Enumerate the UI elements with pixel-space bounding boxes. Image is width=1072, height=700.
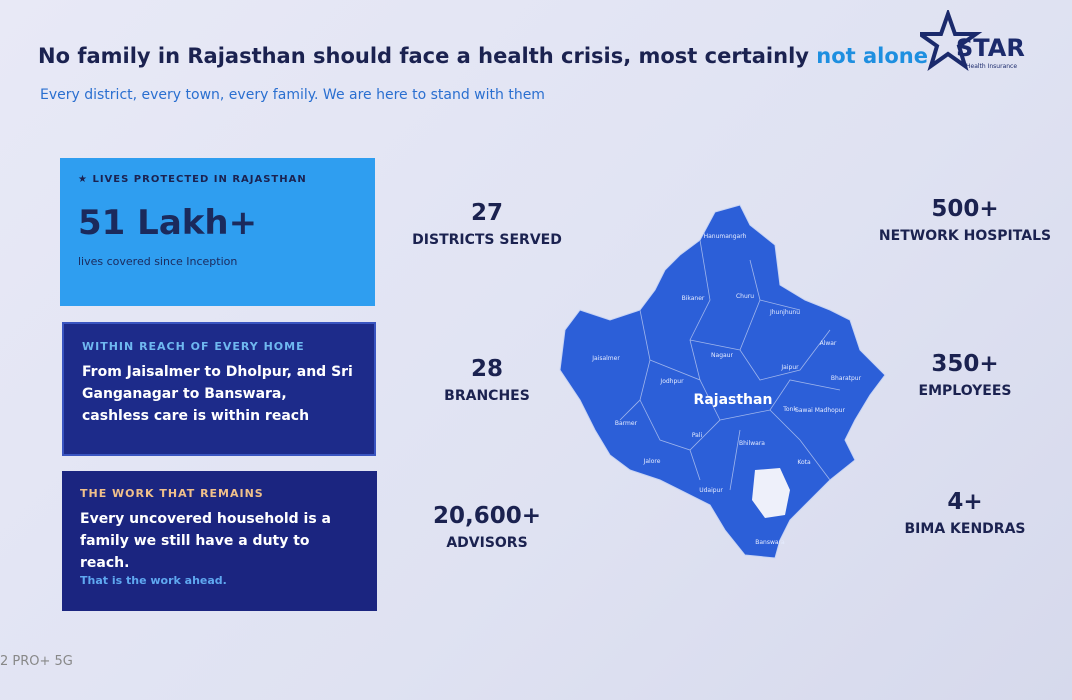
card-note: That is the work ahead. [80,574,227,587]
stat-label: BRANCHES [444,388,530,404]
stat-value: 20,600+ [432,503,542,529]
stat-label: DISTRICTS SERVED [412,232,562,248]
stat: 500+ NETWORK HOSPITALS [865,196,1065,244]
district-label: Nagaur [711,352,733,359]
stat: 4+ BIMA KENDRAS [865,489,1065,537]
watermark: 2 PRO+ 5G [0,654,73,669]
district-label: Jaisalmer [591,355,620,362]
logo-name: STAR [956,34,1025,62]
stat-label: BIMA KENDRAS [904,521,1026,537]
district-label: Jhunjhunu [769,309,800,316]
district-label: Barmer [615,420,638,427]
district-label: Banswara [755,539,785,546]
stat-label: ADVISORS [446,535,528,551]
logo: STAR Health Insurance [920,10,1025,71]
district-label: Hanumangarh [704,233,747,240]
stat-value: 500+ [931,196,999,222]
subtitle: Every district, every town, every family… [40,87,545,103]
card-label: WITHIN REACH OF EVERY HOME [82,340,305,353]
card-text: From Jaisalmer to Dholpur, and Sri Ganga… [82,364,353,424]
card-value: 51 Lakh+ [78,203,258,243]
district-label: Churu [736,293,754,300]
stat-value: 350+ [931,351,999,377]
district-lines [619,239,841,491]
stat: 27 DISTRICTS SERVED [387,200,587,248]
card-work: THE WORK THAT REMAINS Every uncovered ho… [62,471,377,611]
card-note: lives covered since Inception [78,255,238,268]
district-label: Udaipur [699,487,723,494]
map-shape [559,204,886,559]
card-text: Every uncovered household is a family we… [80,511,331,571]
logo-tagline: Health Insurance [966,63,1017,70]
stat: 28 BRANCHES [387,356,587,404]
district-label: Alwar [820,340,837,347]
title-text: No family in Rajasthan should face a hea… [38,44,809,68]
title: No family in Rajasthan should face a hea… [38,44,928,68]
logo-star [920,10,983,71]
title-highlight: not alone [816,44,928,68]
map-hole [752,468,790,518]
district-label: Jodhpur [659,378,684,385]
district-label: Bikaner [682,295,705,302]
map-title: Rajasthan [694,392,773,408]
district-label: Sawai Madhopur [795,407,845,414]
stat: 350+ EMPLOYEES [865,351,1065,399]
district-label: Jalore [643,458,661,465]
district-label: Bharatpur [831,375,862,382]
stat-value: 28 [470,356,503,382]
district-label: Pali [692,432,703,439]
stat-label: NETWORK HOSPITALS [878,228,1052,244]
stat-value: 4+ [947,489,983,515]
card-reach: WITHIN REACH OF EVERY HOME From Jaisalme… [62,322,376,456]
card-label: THE WORK THAT REMAINS [80,487,264,500]
card-lives: ★ LIVES PROTECTED IN RAJASTHAN 51 Lakh+ … [60,158,375,306]
stat-value: 27 [470,200,503,226]
card-label: LIVES PROTECTED IN RAJASTHAN [92,174,307,185]
stat-label: EMPLOYEES [918,383,1012,399]
district-label: Kota [797,459,811,466]
district-label: Tonk [782,406,797,413]
district-label: Bhilwara [739,440,765,447]
stat: 20,600+ ADVISORS [387,503,587,551]
district-label: Jaipur [780,364,799,371]
